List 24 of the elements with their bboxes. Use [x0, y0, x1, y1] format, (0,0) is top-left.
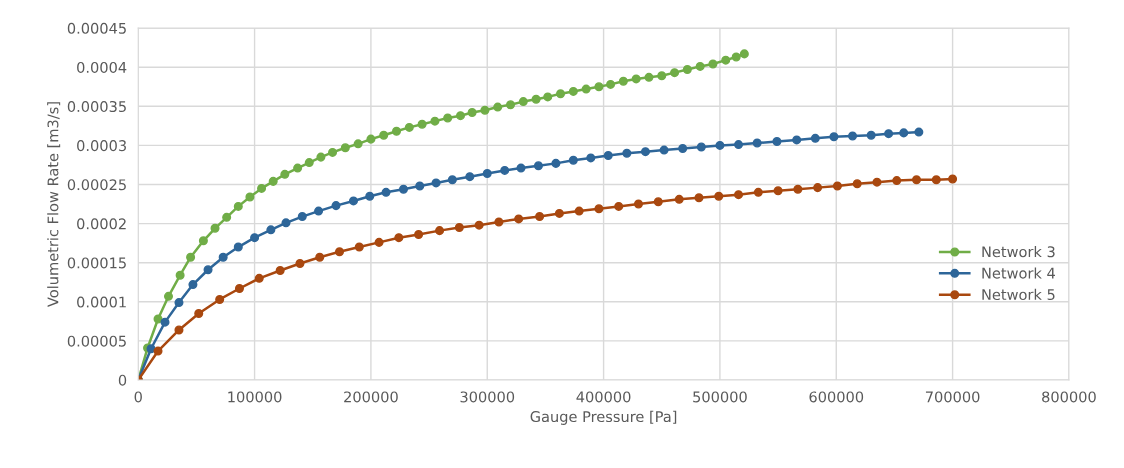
x-tick-label: 500000: [693, 391, 747, 403]
y-tick-label: 0.0002: [77, 218, 126, 230]
x-tick-label: 800000: [1042, 391, 1096, 403]
y-tick-label: 0: [118, 374, 127, 386]
x-tick-label: 700000: [925, 391, 980, 403]
y-tick-label: 0.0001: [77, 296, 126, 308]
x-tick-label: 200000: [344, 391, 398, 403]
x-tick-label: 300000: [460, 391, 515, 403]
x-tick-label: 100000: [228, 391, 282, 403]
legend-label: Network 5: [982, 288, 1055, 301]
y-tick-label: 0.00005: [67, 335, 126, 347]
x-axis-title: Gauge Pressure [Pa]: [530, 410, 677, 425]
y-tick-label: 0.0003: [77, 140, 126, 152]
y-tick-label: 0.00035: [67, 101, 126, 113]
y-tick-label: 0.0004: [77, 61, 127, 73]
y-tick-label: 0.00045: [67, 22, 126, 34]
y-tick-label: 0.00025: [67, 179, 126, 191]
y-tick-label: 0.00015: [67, 257, 126, 269]
x-tick-label: 400000: [576, 391, 631, 403]
legend-label: Network 4: [982, 267, 1055, 279]
x-tick-label: 0: [134, 391, 142, 403]
x-tick-label: 600000: [809, 391, 864, 403]
y-axis-title: Volumetric Flow Rate [m3/s]: [47, 102, 61, 307]
legend-label: Network 3: [982, 245, 1055, 258]
